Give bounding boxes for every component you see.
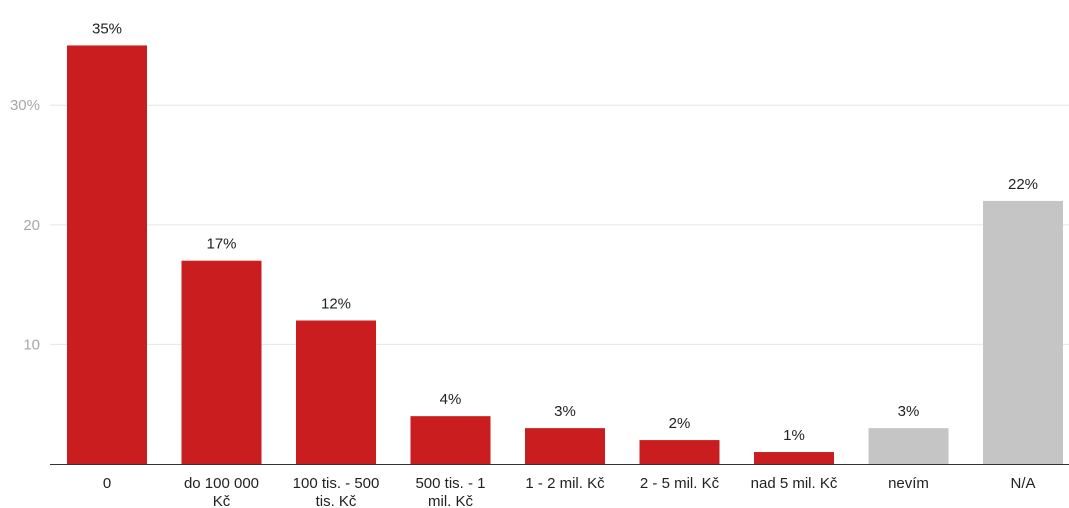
y-axis: 10 20 30% (10, 97, 40, 353)
data-label: 22% (1008, 176, 1038, 193)
x-tick-label: N/A (1010, 475, 1035, 492)
bar (983, 200, 1063, 464)
x-tick-label: Kč (213, 493, 231, 508)
y-tick-label: 30% (10, 97, 40, 114)
y-tick-label: 10 (23, 336, 40, 353)
x-tick-label: 100 tis. - 500 (293, 475, 380, 492)
bars (67, 45, 1063, 464)
data-label: 3% (898, 403, 920, 420)
data-label: 4% (440, 391, 462, 408)
x-tick-label: 1 - 2 mil. Kč (525, 475, 605, 492)
data-label: 17% (206, 236, 236, 253)
data-label: 3% (554, 403, 576, 420)
bar (639, 440, 720, 464)
bar (868, 428, 949, 464)
bar (525, 428, 605, 464)
data-label: 12% (321, 295, 351, 312)
x-tick-label: 2 - 5 mil. Kč (640, 475, 720, 492)
x-tick-label: 0 (103, 475, 111, 492)
x-tick-label: mil. Kč (428, 493, 474, 508)
bar (67, 45, 147, 464)
bar (754, 452, 834, 464)
data-label: 35% (92, 20, 122, 37)
x-tick-label: 500 tis. - 1 (415, 475, 485, 492)
x-tick-label: nevím (888, 475, 929, 492)
y-tick-label: 20 (23, 217, 40, 234)
bar (410, 416, 491, 464)
x-tick-label: tis. Kč (316, 493, 357, 508)
data-labels: 35% 17% 12% 4% 3% 2% 1% 3% 22% (92, 20, 1038, 444)
data-label: 2% (669, 415, 691, 432)
x-tick-label: do 100 000 (184, 475, 259, 492)
data-label: 1% (783, 427, 805, 444)
bar (296, 320, 376, 464)
bar (181, 260, 262, 464)
x-tick-label: nad 5 mil. Kč (751, 475, 838, 492)
